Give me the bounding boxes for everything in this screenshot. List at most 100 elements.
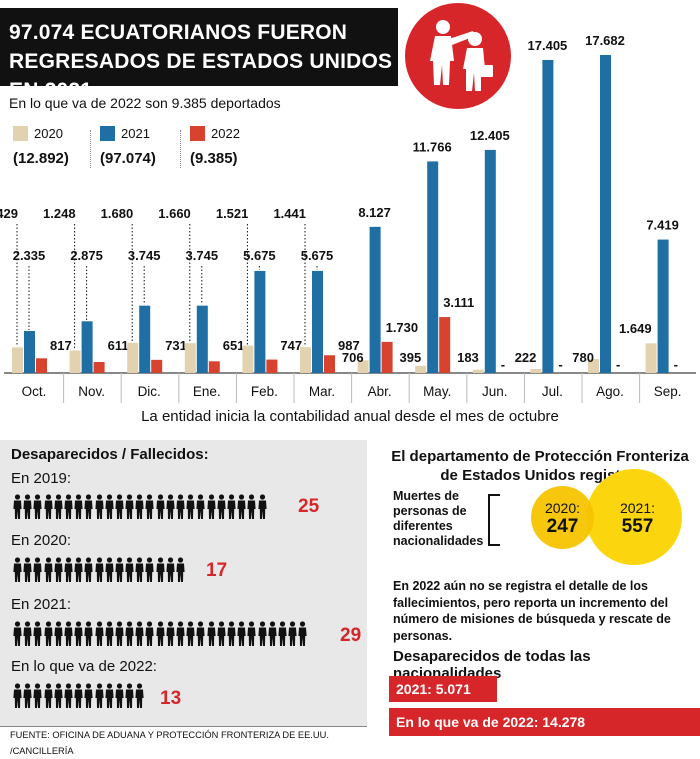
x-tick-label: Jul.	[542, 384, 563, 399]
data-label: 1.248	[43, 206, 76, 221]
person-icon	[115, 494, 124, 520]
person-icon	[237, 494, 246, 520]
data-label: 817	[50, 338, 72, 353]
person-icon	[166, 494, 175, 520]
deportation-icon	[430, 20, 493, 91]
data-label: -	[674, 357, 678, 372]
bar-2020-10	[588, 358, 599, 373]
border-panel: El departamento de Protección Fronteriza…	[372, 440, 700, 744]
person-icon	[33, 494, 42, 520]
person-icon	[288, 621, 297, 647]
data-label: 12.405	[470, 128, 510, 143]
person-icon	[13, 557, 22, 583]
bar-2022-1	[93, 362, 105, 373]
bar-2020-11	[645, 343, 657, 373]
data-label: 1.429	[0, 206, 18, 221]
bar-2022-4	[266, 359, 278, 373]
x-tick-label: Jun.	[482, 384, 508, 399]
x-tick-label: May.	[423, 384, 451, 399]
bar-2020-1	[69, 350, 81, 373]
bar-2021-8	[484, 149, 496, 373]
person-icon	[227, 621, 236, 647]
bar-2021-10	[600, 55, 611, 373]
person-icon	[176, 621, 185, 647]
data-label: 1.649	[619, 321, 652, 336]
person-icon	[145, 621, 155, 647]
person-icon	[74, 683, 83, 709]
x-tick-label: Sep.	[654, 384, 682, 399]
circle-2021-year: 2021:	[619, 500, 656, 516]
deportation-logo	[405, 3, 511, 109]
bar-2022-2	[151, 359, 163, 373]
person-icon	[74, 494, 83, 520]
missing-title: Desaparecidos / Fallecidos:	[11, 446, 209, 463]
x-tick-label: Dic.	[138, 384, 161, 399]
person-icon	[135, 621, 144, 647]
person-icon	[23, 621, 32, 647]
bar-2021-2	[139, 305, 151, 373]
circle-2021-value: 557	[621, 516, 654, 537]
data-label: 2.335	[13, 248, 46, 263]
person-icon	[156, 494, 165, 520]
person-icon	[33, 557, 42, 583]
x-tick-label: Nov.	[78, 384, 105, 399]
title-banner: 97.074 ECUATORIANOS FUERON REGRESADOS DE…	[0, 8, 398, 102]
x-tick-label: Ene.	[193, 384, 221, 399]
missing-year-label: En 2019:	[11, 470, 72, 487]
person-icon	[94, 683, 104, 709]
person-icon	[43, 494, 53, 520]
data-label: 1.441	[273, 206, 306, 221]
legend-label: 2020	[34, 126, 63, 141]
missing-year-label: En 2021:	[11, 596, 72, 613]
person-icon	[268, 621, 277, 647]
person-icon	[13, 494, 22, 520]
person-icon	[43, 683, 53, 709]
bar-2020-3	[184, 343, 196, 373]
person-icon	[186, 621, 195, 647]
circle-2020	[531, 486, 594, 549]
person-icon	[115, 621, 124, 647]
bar-2020-4	[242, 345, 254, 373]
missing-count: 13	[160, 688, 182, 709]
bar-2021-6	[369, 226, 381, 373]
bar-2021-5	[312, 270, 323, 373]
data-label: 3.745	[186, 248, 219, 263]
source-credit: FUENTE: OFICINA DE ADUANA Y PROTECCIÓN F…	[0, 726, 367, 756]
x-tick-label: Oct.	[22, 384, 47, 399]
data-label: 731	[165, 338, 187, 353]
bar-2021-1	[81, 321, 93, 373]
bar-2021-11	[657, 239, 669, 373]
data-label: 2.875	[70, 248, 103, 263]
person-icon	[84, 683, 93, 709]
bar-2022: En lo que va de 2022: 14.278	[389, 708, 700, 736]
person-icon	[247, 621, 256, 647]
legend-label: 2021	[121, 126, 150, 141]
person-icon	[166, 621, 175, 647]
legend-total: (12.892)	[13, 150, 69, 167]
data-label: 5.675	[301, 248, 334, 263]
bracket	[488, 494, 500, 546]
person-icon	[33, 683, 42, 709]
deaths-label: Muertes de personas de diferentes nacion…	[393, 489, 484, 548]
person-icon	[217, 494, 226, 520]
person-icon	[176, 494, 185, 520]
person-icon	[105, 494, 114, 520]
data-label: 17.682	[585, 33, 625, 48]
subtitle: En lo que va de 2022 son 9.385 deportado…	[9, 95, 281, 111]
data-label: -	[501, 357, 505, 372]
person-icon	[64, 683, 73, 709]
data-label: 11.766	[413, 139, 452, 154]
data-label: 222	[515, 350, 537, 365]
people-row-2020	[13, 557, 186, 583]
person-icon	[23, 557, 32, 583]
person-icon	[257, 621, 267, 647]
monthly-deportations-chart: Oct. 1.429 2.335 817 Nov. 1.248 2.875 611 Dic. 1.…	[0, 33, 696, 403]
bar-2022-7	[439, 317, 451, 373]
data-label: 3.745	[128, 248, 161, 263]
person-icon	[257, 494, 267, 520]
legend-swatch	[100, 126, 115, 141]
data-label: -	[616, 357, 620, 372]
missing-count: 17	[206, 560, 228, 581]
person-icon	[13, 621, 22, 647]
person-icon	[84, 621, 93, 647]
